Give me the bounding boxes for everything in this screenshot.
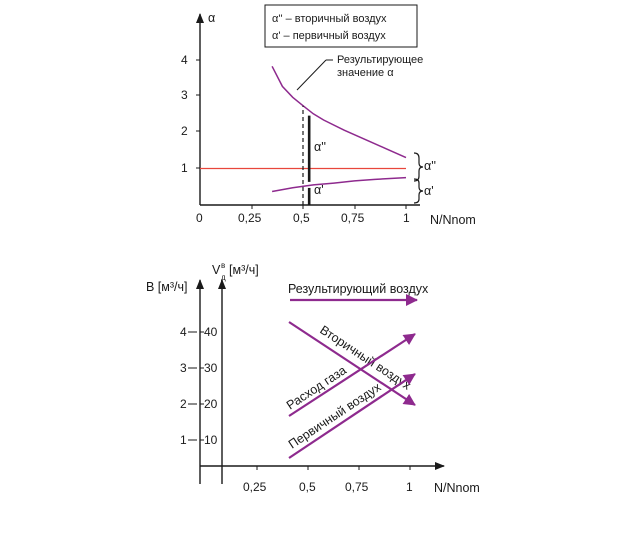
top-x-tick-label: 0 <box>196 211 203 225</box>
svg-text:[м³/ч]: [м³/ч] <box>229 263 259 277</box>
primary-alpha-curve <box>271 176 407 193</box>
primary-air-arrow <box>288 373 416 459</box>
top-y-tick-label: 1 <box>181 161 188 175</box>
alpha1-right-label: α' <box>424 184 434 198</box>
flow-chart: B [м³/ч] V в д [м³/ч] N/Nnom 1 2 3 4 10 … <box>146 261 480 495</box>
v-tick-label: 10 <box>204 433 218 447</box>
alpha2-right-label: α'' <box>424 159 436 173</box>
annotation-pointer <box>296 59 327 91</box>
svg-text:V: V <box>212 263 221 277</box>
svg-text:в: в <box>221 261 225 270</box>
top-y-axis-label: α <box>208 11 215 25</box>
annotation-resulting: Результирующее <box>337 54 423 66</box>
top-x-ticks: 0 0,25 0,5 0,75 1 <box>196 205 410 225</box>
bottom-x-ticks: 0,25 0,5 0,75 1 <box>243 466 413 494</box>
secondary-air-arrow <box>288 321 416 406</box>
top-x-tick-label: 0,5 <box>293 211 310 225</box>
legend-entry-secondary: α'' – вторичный воздух <box>272 13 387 25</box>
brace-alpha2 <box>413 152 424 182</box>
v-tick-label: 30 <box>204 361 218 375</box>
legend: α'' – вторичный воздух α' – первичный во… <box>264 4 418 48</box>
top-y-tick-label: 4 <box>181 53 188 67</box>
b-tick-label: 1 <box>180 433 187 447</box>
brace-alpha1 <box>413 178 424 204</box>
resulting-air-label: Результирующий воздух <box>288 282 429 296</box>
bottom-b-ticks: 1 2 3 4 <box>180 325 204 447</box>
resulting-alpha-curve <box>271 65 407 159</box>
b-tick-label: 4 <box>180 325 187 339</box>
bottom-x-tick-label: 1 <box>406 480 413 494</box>
alpha-chart: α N/Nnom 1 2 3 4 0 0,25 0,5 0,75 1 α <box>181 4 476 227</box>
top-y-tick-label: 3 <box>181 88 188 102</box>
top-y-tick-label: 2 <box>181 124 188 138</box>
bottom-x-axis-label: N/Nnom <box>434 481 480 495</box>
annotation-resulting-2: значение α <box>337 67 394 79</box>
legend-entry-primary: α' – первичный воздух <box>272 30 386 42</box>
top-x-tick-label: 0,75 <box>341 211 365 225</box>
bottom-x-tick-label: 0,75 <box>345 480 369 494</box>
alpha2-mid-label: α'' <box>314 140 326 154</box>
top-x-tick-label: 0,25 <box>238 211 262 225</box>
bottom-v-ticks: 10 20 30 40 <box>204 325 218 447</box>
svg-text:д: д <box>221 273 226 282</box>
alpha1-mid-label: α' <box>314 183 324 197</box>
v-tick-label: 40 <box>204 325 218 339</box>
b-tick-label: 2 <box>180 397 187 411</box>
bottom-v-axis-label: V в д [м³/ч] <box>212 261 259 282</box>
top-x-tick-label: 1 <box>403 211 410 225</box>
top-x-axis-label: N/Nnom <box>430 213 476 227</box>
bottom-x-tick-label: 0,5 <box>299 480 316 494</box>
v-tick-label: 20 <box>204 397 218 411</box>
top-y-ticks: 1 2 3 4 <box>181 53 200 175</box>
bottom-x-tick-label: 0,25 <box>243 480 267 494</box>
b-tick-label: 3 <box>180 361 187 375</box>
gas-flow-arrow <box>288 333 416 417</box>
bottom-b-axis-label: B [м³/ч] <box>146 280 188 294</box>
